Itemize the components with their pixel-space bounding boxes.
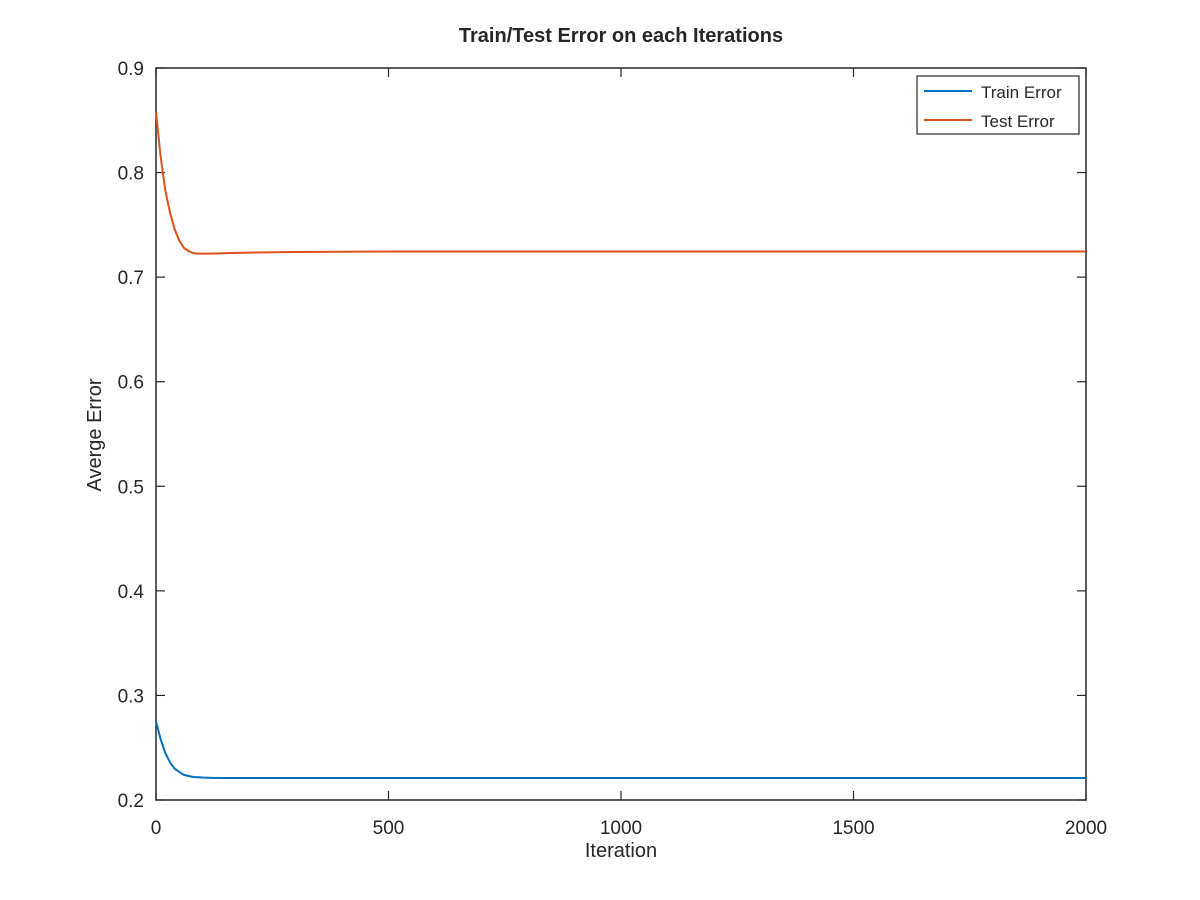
chart-title: Train/Test Error on each Iterations [459,25,783,47]
y-tick-label: 0.9 [118,59,144,80]
legend-label-train-error: Train Error [981,83,1062,102]
y-tick-label: 0.4 [118,582,145,603]
legend-label-test-error: Test Error [981,112,1055,131]
y-tick-label: 0.3 [118,686,144,707]
axes-box [155,67,1087,801]
series-line-train-error [155,721,1086,780]
legend-box [916,75,1080,135]
legend: Train Error Test Error [916,75,1080,135]
plot-area [155,67,1087,801]
y-tick-label: 0.6 [118,373,144,394]
x-tick-label: 500 [373,818,405,839]
y-tick-label: 0.8 [118,164,144,185]
x-tick-labels: 0 500 1000 1500 2000 [151,818,1107,839]
x-tick-label: 1500 [832,818,874,839]
y-tick-label: 0.5 [118,477,144,498]
y-tick-labels: 0.2 0.3 0.4 0.5 0.6 0.7 0.8 0.9 [118,59,145,812]
tick-marks [155,67,1087,801]
y-axis-label: Averge Error [84,378,106,491]
x-tick-label: 1000 [600,818,642,839]
series-lines [155,111,1086,780]
x-tick-label: 2000 [1065,818,1107,839]
x-axis-label: Iteration [585,840,657,862]
x-tick-label: 0 [151,818,162,839]
y-tick-label: 0.7 [118,268,144,289]
y-tick-label: 0.2 [118,791,144,812]
series-line-test-error [155,111,1086,255]
